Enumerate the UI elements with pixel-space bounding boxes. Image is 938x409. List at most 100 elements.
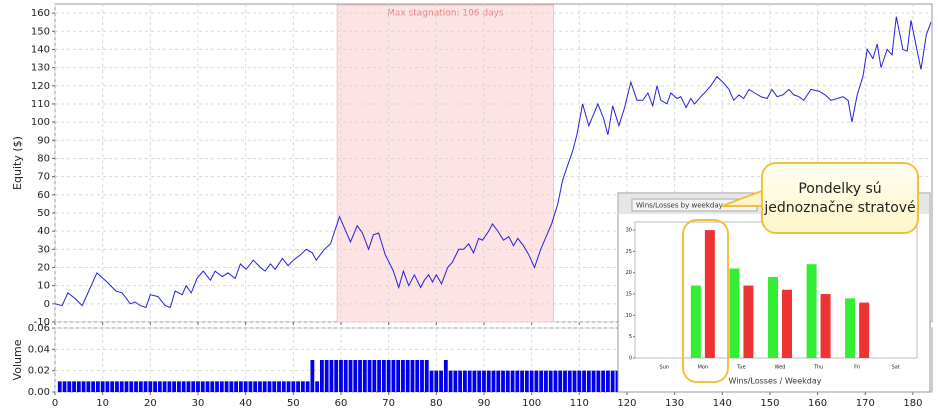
- x-tick-label: 60: [335, 398, 348, 409]
- y-axis-label: Equity ($): [11, 136, 24, 190]
- volume-bar: [415, 360, 420, 392]
- weekday-bar: [820, 294, 831, 358]
- y-tick-label: 30: [37, 244, 50, 255]
- y-tick-label: 0: [629, 356, 632, 362]
- x-tick-label: 120: [617, 398, 636, 409]
- y-tick-label: 120: [31, 81, 50, 92]
- stagnation-band: [336, 4, 555, 323]
- volume-bar: [95, 381, 100, 392]
- volume-bar: [86, 381, 91, 392]
- x-tick-label: 40: [239, 398, 252, 409]
- volume-bar: [67, 381, 72, 392]
- x-tick-label: 130: [665, 398, 684, 409]
- volume-bar: [391, 360, 396, 392]
- panel-title: Wins/Losses by weekday: [636, 202, 723, 210]
- x-tick-label: Thu: [813, 365, 823, 371]
- volume-bar: [253, 381, 258, 392]
- volume-bar: [157, 381, 162, 392]
- volume-bar: [534, 370, 539, 392]
- volume-bar: [272, 381, 277, 392]
- volume-bar: [262, 381, 267, 392]
- volume-bar: [443, 360, 448, 392]
- x-tick-label: 170: [856, 398, 875, 409]
- volume-bar: [510, 370, 515, 392]
- volume-bar: [610, 370, 615, 392]
- y-axis-label: Volume: [11, 339, 24, 380]
- x-tick-label: 10: [96, 398, 109, 409]
- volume-bar: [348, 360, 353, 392]
- volume-bar: [186, 381, 191, 392]
- volume-bar: [529, 370, 534, 392]
- volume-bar: [76, 381, 81, 392]
- weekday-bar: [859, 302, 870, 358]
- volume-bar: [396, 360, 401, 392]
- volume-bar: [477, 370, 482, 392]
- volume-bar: [62, 381, 67, 392]
- y-tick-label: 160: [31, 8, 50, 19]
- x-tick-label: Wed: [775, 365, 786, 371]
- x-tick-label: Fri: [854, 365, 860, 371]
- volume-bar: [191, 381, 196, 392]
- volume-bar: [124, 381, 129, 392]
- volume-bar: [110, 381, 115, 392]
- volume-bar: [586, 370, 591, 392]
- volume-bar: [229, 381, 234, 392]
- y-tick-label: 60: [37, 190, 50, 201]
- y-tick-label: 150: [31, 26, 50, 37]
- volume-bar: [582, 370, 586, 392]
- volume-bar: [591, 370, 596, 392]
- volume-bar: [467, 370, 472, 392]
- volume-bar: [143, 381, 148, 392]
- volume-bar: [496, 370, 501, 392]
- volume-bar: [577, 370, 582, 392]
- volume-bar: [277, 381, 281, 392]
- volume-bar: [563, 370, 567, 392]
- y-tick-label: 140: [31, 44, 50, 55]
- volume-bar: [439, 370, 443, 392]
- y-tick-label: 0.00: [28, 387, 50, 398]
- volume-bar: [196, 381, 200, 392]
- volume-bar: [296, 381, 300, 392]
- volume-bar: [310, 360, 315, 392]
- x-tick-label: Sat: [892, 365, 900, 371]
- volume-bar: [358, 360, 362, 392]
- y-tick-label: 0.06: [28, 323, 50, 334]
- volume-bar: [267, 381, 272, 392]
- volume-bar: [200, 381, 205, 392]
- volume-bar: [153, 381, 157, 392]
- x-tick-label: Sun: [660, 365, 670, 371]
- equity-line: [54, 16, 932, 309]
- volume-bar: [482, 370, 486, 392]
- volume-bar: [572, 370, 577, 392]
- callout-box: [761, 162, 919, 234]
- x-axis-label: Wins/Losses / Weekday: [729, 377, 822, 386]
- volume-bar: [434, 370, 439, 392]
- volume-bar: [219, 381, 224, 392]
- volume-bar: [553, 370, 558, 392]
- volume-bar: [539, 370, 544, 392]
- y-tick-label: 20: [37, 262, 50, 273]
- volume-bar: [138, 381, 143, 392]
- volume-bar: [81, 381, 86, 392]
- volume-bar: [472, 370, 477, 392]
- volume-bar: [448, 370, 453, 392]
- x-tick-label: 100: [522, 398, 541, 409]
- volume-bar: [458, 370, 463, 392]
- volume-bar: [381, 360, 386, 392]
- volume-bar: [300, 381, 305, 392]
- y-tick-label: 50: [37, 208, 50, 219]
- volume-bar: [615, 370, 620, 392]
- volume-bar: [177, 381, 181, 392]
- y-tick-label: 0.04: [28, 344, 50, 355]
- x-tick-label: Mon: [698, 365, 709, 371]
- y-tick-label: 10: [37, 281, 50, 292]
- volume-bar: [91, 381, 96, 392]
- volume-bar: [57, 381, 62, 392]
- y-tick-label: 0: [44, 299, 50, 310]
- volume-bar: [596, 370, 601, 392]
- x-tick-label: 0: [52, 398, 58, 409]
- y-tick-label: -10: [34, 317, 50, 328]
- volume-bar: [501, 370, 505, 392]
- volume-bar: [105, 381, 110, 392]
